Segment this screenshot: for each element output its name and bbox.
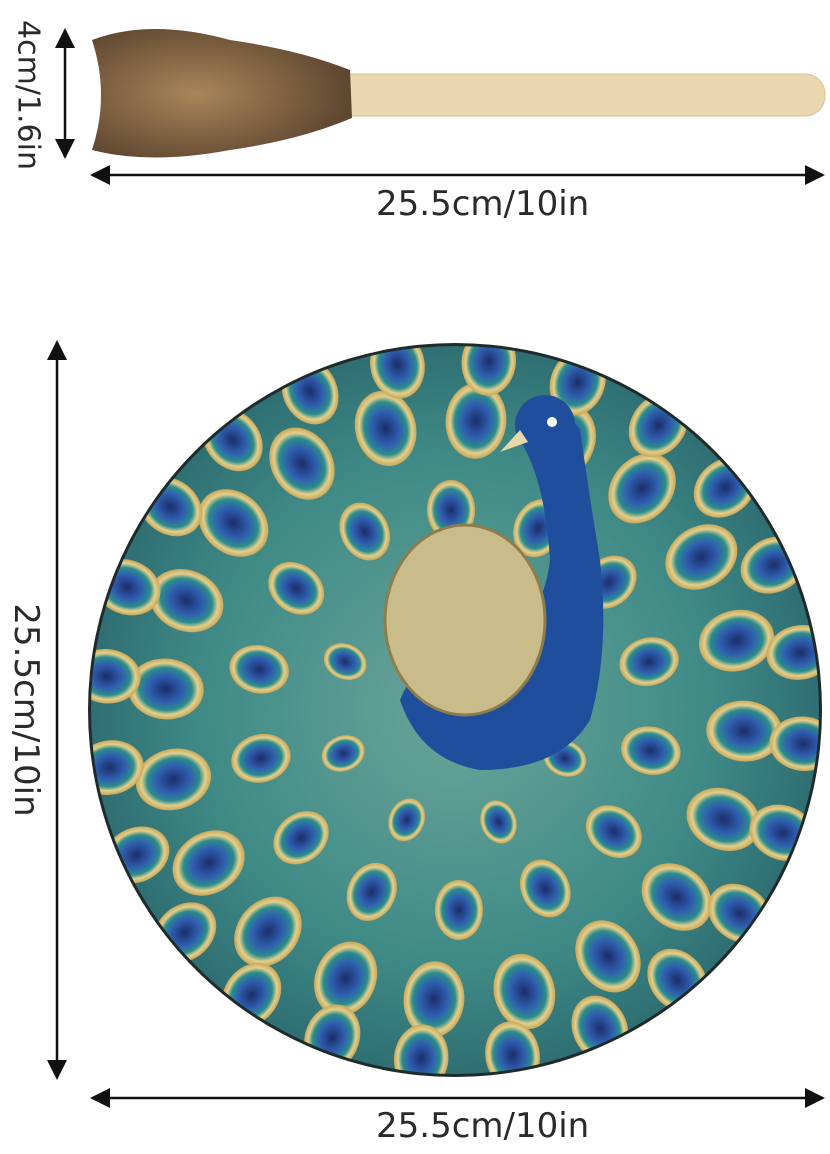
feather-eye [273, 811, 329, 865]
feather-eye [268, 562, 325, 615]
feather-eye [706, 700, 783, 762]
drum-width-label: 25.5cm/10in [376, 1106, 590, 1146]
beater-fur [92, 29, 352, 158]
feather-eye [698, 609, 775, 672]
feather-eye [403, 961, 465, 1038]
beater-height-label: 4cm/1.6in [10, 20, 46, 170]
beater-length-label: 25.5cm/10in [376, 184, 590, 224]
drum-height-label: 25.5cm/10in [6, 603, 46, 817]
peacock-drum [88, 343, 822, 1077]
feather-eye [135, 748, 212, 811]
drum-beater [92, 29, 826, 158]
feather-eye [346, 862, 397, 921]
feather-eye [231, 733, 291, 783]
feather-eye [91, 648, 141, 704]
feather-eye [445, 382, 507, 459]
feather-eye [229, 645, 289, 694]
feather-eye [127, 658, 204, 720]
feather-eye [665, 524, 738, 590]
feather-eye [323, 643, 367, 681]
feather-eye [269, 427, 335, 500]
feather-eye [339, 502, 391, 561]
feather-eye [393, 1024, 449, 1074]
feather-eye [585, 805, 642, 858]
feather-eye [519, 859, 571, 918]
feather-eye [198, 489, 269, 557]
feather-eye [480, 800, 517, 844]
feather-eye [608, 453, 676, 524]
feather-eye [434, 879, 483, 940]
feather-eye [575, 920, 641, 993]
feather-eye [461, 346, 517, 396]
feather-eye [234, 896, 302, 967]
feather-eye [619, 637, 679, 687]
feather-eye [388, 798, 426, 842]
peacock-figure [383, 395, 604, 770]
feather-eye [493, 953, 556, 1030]
feather-eye [686, 787, 761, 851]
feather-eye [641, 863, 712, 931]
feather-eye [172, 830, 245, 896]
beater-stick [329, 73, 826, 117]
feather-eye [354, 390, 417, 467]
feather-eye [769, 716, 819, 772]
feather-eye [321, 735, 365, 772]
feather-eye [314, 941, 378, 1016]
feather-eye [149, 569, 224, 633]
feather-eye [621, 726, 681, 775]
